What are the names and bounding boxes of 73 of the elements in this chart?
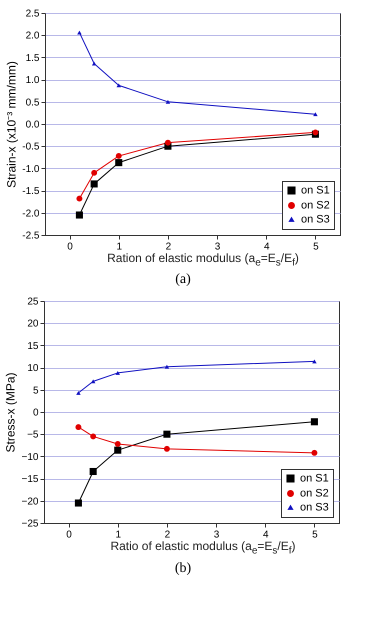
- x-tick-label: 4: [264, 242, 270, 252]
- point: [313, 112, 318, 116]
- legend-label: on S1: [300, 472, 329, 485]
- y-tick-label: -2.5: [22, 230, 40, 242]
- point: [90, 380, 96, 384]
- y-tick-label: 1.5: [26, 52, 40, 64]
- y-tick-label: −20: [22, 496, 39, 508]
- point: [91, 170, 98, 176]
- point: [74, 500, 82, 507]
- y-tick-label: 5: [32, 386, 39, 397]
- point: [76, 196, 82, 202]
- point: [114, 441, 121, 448]
- point: [164, 446, 170, 452]
- point: [92, 62, 96, 66]
- x-tick-label: 1: [116, 242, 122, 252]
- point: [312, 129, 318, 136]
- legend-label: on S2: [301, 200, 330, 212]
- y-tick-label: −5: [27, 430, 39, 442]
- x-tick-label: 4: [262, 530, 269, 541]
- y-tick-label: −10: [22, 452, 39, 464]
- y-tick-label: 20: [27, 319, 39, 330]
- x-tick-label: 3: [214, 242, 221, 252]
- point: [90, 468, 97, 476]
- point: [116, 153, 122, 159]
- y-tick-label: -1.5: [22, 186, 40, 198]
- point: [75, 424, 82, 430]
- y-tick-label: 0.0: [26, 120, 40, 130]
- point: [310, 418, 318, 426]
- y-tick-label: 15: [27, 341, 39, 352]
- point: [116, 83, 121, 88]
- point: [164, 140, 171, 146]
- legend-label: on S3: [301, 214, 330, 226]
- point: [114, 447, 122, 454]
- x-tick-label: 2: [164, 530, 171, 541]
- legend-label: on S2: [300, 488, 329, 500]
- x-axis-title: Ratio of elastic modulus (a$_{e}$=E$_{s}$/E$_{f}$): [109, 539, 297, 557]
- point: [163, 431, 170, 438]
- x-tick-label: 5: [312, 530, 318, 541]
- point: [115, 159, 122, 166]
- y-tick-label: 10: [27, 363, 39, 374]
- point: [90, 434, 96, 440]
- text: (b): [174, 560, 192, 577]
- y-axis-title: Strain-x (x10⁻³ mm/mm): [4, 61, 18, 188]
- text: (a): [174, 272, 192, 288]
- point: [311, 450, 318, 456]
- point: [116, 371, 120, 376]
- point: [164, 365, 170, 370]
- y-tick-label: -1.0: [22, 164, 40, 175]
- point: [76, 391, 81, 396]
- y-tick-label: 0.5: [26, 97, 40, 108]
- point: [312, 360, 317, 364]
- x-tick-label: 2: [166, 242, 172, 252]
- x-tick-label: 1: [115, 530, 122, 541]
- point: [90, 180, 98, 188]
- y-tick-label: 1.0: [26, 75, 40, 86]
- y-tick-label: −15: [22, 474, 39, 486]
- y-tick-label: 2.5: [26, 8, 40, 20]
- legend-label: on S3: [300, 502, 329, 514]
- x-tick-label: 0: [67, 242, 74, 252]
- x-tick-label: 5: [313, 242, 320, 252]
- y-tick-label: 0: [32, 408, 39, 419]
- legend-label: on S1: [301, 184, 330, 196]
- x-axis-title: Ration of elastic modulus (a$_{e}$=E$_{s}$/E$_{f}$): [106, 251, 300, 268]
- y-tick-label: -2.0: [22, 208, 40, 220]
- y-tick-label: -0.5: [22, 142, 40, 153]
- y-axis-title: Stress-x (MPa): [4, 372, 18, 453]
- y-tick-label: 2.0: [26, 30, 40, 42]
- y-tick-label: −25: [22, 518, 39, 530]
- point: [76, 211, 83, 219]
- point: [77, 30, 82, 34]
- x-tick-label: 3: [214, 530, 220, 541]
- y-tick-label: 25: [27, 296, 39, 308]
- x-tick-label: 0: [66, 530, 72, 541]
